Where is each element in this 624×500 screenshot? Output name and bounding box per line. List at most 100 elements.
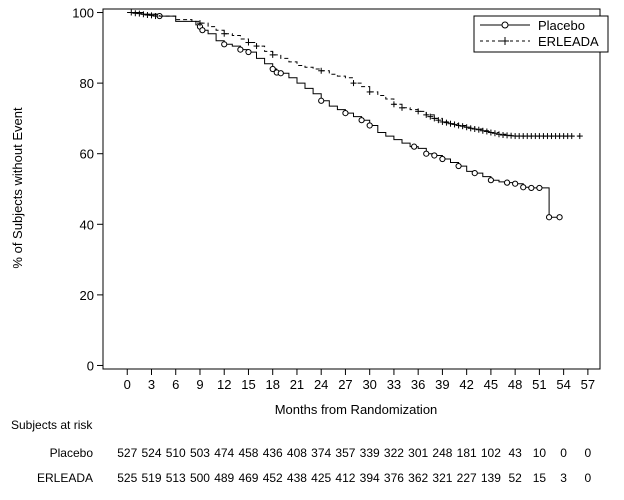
censor-marker-erleada — [467, 125, 474, 132]
x-tick-label: 27 — [338, 377, 352, 392]
censor-marker-erleada — [495, 131, 502, 138]
risk-value-erleada: 139 — [481, 471, 501, 485]
censor-marker-erleada — [471, 126, 478, 132]
risk-value-placebo: 10 — [533, 446, 547, 460]
censor-marker-placebo — [455, 162, 462, 170]
censor-marker-placebo — [556, 214, 563, 221]
legend-marker-placebo — [501, 21, 509, 29]
censor-marker-placebo — [512, 180, 519, 187]
x-tick-label: 9 — [196, 377, 203, 392]
x-tick-label: 51 — [532, 377, 546, 392]
y-tick-label: 60 — [80, 147, 94, 162]
risk-value-erleada: 15 — [533, 471, 547, 485]
censor-marker-erleada — [475, 126, 482, 133]
plot-frame — [102, 8, 601, 370]
censor-marker-placebo — [245, 48, 252, 56]
series-line-erleada — [127, 12, 580, 137]
censor-marker-erleada — [423, 111, 430, 118]
risk-value-erleada: 52 — [508, 471, 522, 485]
legend-label-erleada: ERLEADA — [538, 34, 599, 49]
x-tick-label: 45 — [484, 377, 498, 392]
censor-marker-placebo — [411, 143, 418, 150]
censor-marker-erleada — [350, 80, 357, 87]
risk-value-erleada: 519 — [141, 471, 161, 485]
risk-value-placebo: 322 — [384, 446, 404, 460]
censor-marker-erleada — [399, 104, 406, 111]
censor-marker-erleada — [443, 119, 450, 126]
x-tick-label: 57 — [581, 377, 595, 392]
risk-value-erleada: 412 — [335, 471, 355, 485]
y-tick-label: 0 — [87, 358, 94, 373]
censor-marker-erleada — [576, 133, 583, 140]
y-tick-label: 80 — [80, 76, 94, 91]
censor-marker-erleada — [491, 130, 498, 137]
risk-value-placebo: 436 — [263, 446, 283, 460]
censor-marker-placebo — [545, 214, 553, 221]
risk-value-placebo: 0 — [560, 446, 567, 460]
x-tick-label: 3 — [148, 377, 155, 392]
risk-value-placebo: 248 — [432, 446, 452, 460]
risk-value-erleada: 425 — [311, 471, 331, 485]
x-tick-label: 39 — [435, 377, 449, 392]
censor-marker-erleada — [140, 11, 147, 18]
censor-marker-placebo — [536, 184, 543, 192]
censor-marker-erleada — [136, 10, 143, 17]
x-tick-label: 42 — [459, 377, 473, 392]
censor-marker-placebo — [199, 27, 206, 34]
y-tick-label: 20 — [80, 288, 94, 303]
censor-marker-erleada — [459, 123, 466, 130]
censor-marker-erleada — [128, 9, 135, 16]
censor-marker-placebo — [221, 41, 228, 48]
censor-marker-erleada — [427, 113, 434, 120]
censor-marker-erleada — [196, 20, 203, 27]
censor-marker-erleada — [463, 124, 470, 131]
censor-marker-placebo — [318, 97, 325, 104]
risk-value-erleada: 500 — [190, 471, 210, 485]
censor-marker-erleada — [269, 51, 276, 58]
x-tick-label: 30 — [362, 377, 376, 392]
risk-value-placebo: 510 — [166, 446, 186, 460]
y-axis-label: % of Subjects without Event — [10, 107, 25, 269]
censor-marker-placebo — [528, 184, 535, 192]
risk-value-placebo: 339 — [360, 446, 380, 460]
x-tick-label: 6 — [172, 377, 179, 392]
risk-value-erleada: 489 — [214, 471, 234, 485]
x-tick-label: 0 — [124, 377, 131, 392]
y-tick-label: 40 — [80, 217, 94, 232]
risk-value-placebo: 524 — [141, 446, 161, 460]
risk-value-placebo: 102 — [481, 446, 501, 460]
risk-value-placebo: 0 — [585, 446, 592, 460]
censor-marker-erleada — [152, 13, 159, 20]
censor-marker-erleada — [415, 108, 422, 115]
risk-row-label-erleada: ERLEADA — [37, 471, 93, 485]
x-tick-label: 33 — [387, 377, 401, 392]
censor-marker-placebo — [237, 46, 244, 53]
risk-value-placebo: 374 — [311, 446, 331, 460]
risk-value-erleada: 321 — [432, 471, 452, 485]
risk-value-erleada: 3 — [560, 471, 567, 485]
risk-value-erleada: 227 — [457, 471, 477, 485]
risk-value-erleada: 469 — [238, 471, 258, 485]
risk-value-placebo: 474 — [214, 446, 234, 460]
censor-marker-erleada — [366, 88, 373, 95]
censor-marker-placebo — [277, 70, 284, 77]
censor-marker-placebo — [366, 122, 373, 129]
censor-marker-erleada — [221, 30, 228, 37]
censor-marker-placebo — [439, 155, 446, 163]
risk-value-erleada: 394 — [360, 471, 380, 485]
censor-marker-erleada — [455, 122, 462, 129]
risk-value-placebo: 43 — [508, 446, 522, 460]
censor-marker-erleada — [431, 115, 438, 122]
censor-marker-erleada — [148, 12, 155, 19]
censor-marker-placebo — [520, 184, 527, 191]
censor-marker-erleada — [439, 118, 446, 125]
censor-marker-erleada — [487, 129, 494, 136]
risk-value-erleada: 0 — [585, 471, 592, 485]
risk-value-placebo: 527 — [117, 446, 137, 460]
legend-label-placebo: Placebo — [538, 18, 585, 33]
x-tick-label: 12 — [217, 377, 231, 392]
series-line-placebo — [127, 12, 560, 218]
x-tick-label: 18 — [265, 377, 279, 392]
censor-marker-placebo — [503, 179, 511, 186]
risk-value-erleada: 525 — [117, 471, 137, 485]
